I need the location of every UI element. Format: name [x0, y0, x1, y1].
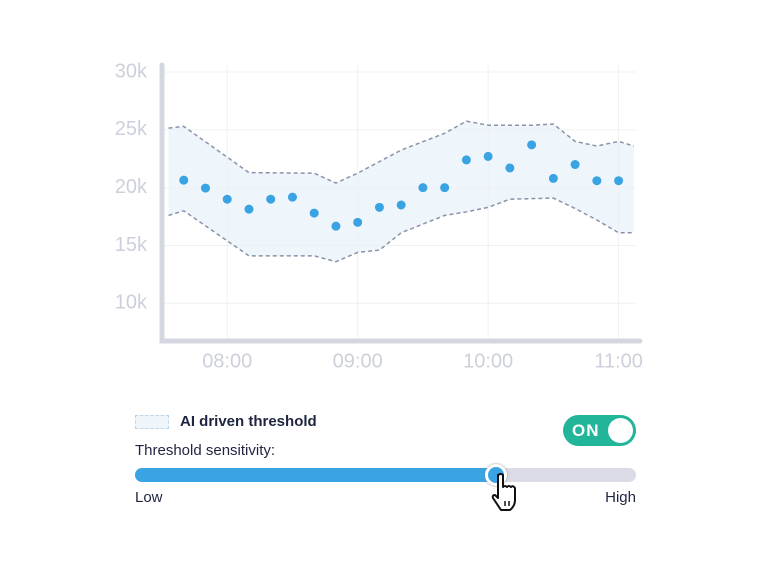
x-tick-label: 08:00 — [202, 350, 252, 372]
y-tick-label: 25k — [115, 118, 148, 140]
threshold-band-fill — [168, 121, 634, 262]
data-point — [440, 183, 450, 193]
threshold-line — [168, 120, 635, 184]
data-point — [461, 155, 471, 165]
chart: 10k 15k 20k 25k 30k 08:00 09:00 10:00 11:00 — [115, 60, 643, 372]
slider-max-label: High — [605, 489, 636, 506]
legend-swatch — [135, 415, 169, 429]
data-point — [396, 200, 406, 210]
data-point — [222, 194, 232, 204]
data-point — [353, 217, 363, 227]
toggle-knob — [608, 418, 633, 443]
data-point — [179, 175, 189, 185]
data-point — [592, 176, 602, 186]
data-point — [374, 202, 384, 212]
x-tick-label: 10:00 — [463, 350, 513, 372]
data-point — [505, 163, 515, 173]
y-tick-label: 30k — [115, 60, 148, 82]
slider-label: Threshold sensitivity: — [135, 442, 276, 459]
data-point — [266, 194, 276, 204]
axis-line — [159, 62, 643, 344]
data-point — [309, 208, 319, 218]
cursor-icon — [491, 473, 516, 511]
toggle-label: ON — [572, 421, 600, 440]
data-point — [418, 183, 428, 193]
data-point — [527, 140, 537, 150]
y-tick-label: 20k — [115, 176, 148, 198]
data-point — [287, 192, 297, 202]
data-point — [570, 160, 580, 170]
y-tick-label: 10k — [115, 292, 148, 314]
data-point — [200, 183, 210, 193]
data-point — [548, 173, 558, 183]
data-point — [614, 176, 624, 186]
data-point — [331, 221, 341, 231]
x-tick-label: 09:00 — [333, 350, 383, 372]
toggle[interactable]: ON — [563, 415, 636, 446]
data-point — [483, 151, 493, 161]
slider-min-label: Low — [135, 489, 163, 506]
legend-label: AI driven threshold — [180, 413, 317, 430]
slider-track[interactable] — [135, 464, 636, 486]
slider-fill — [135, 468, 496, 482]
y-tick-label: 15k — [115, 234, 148, 256]
x-tick-label: 11:00 — [594, 350, 643, 372]
data-point — [244, 204, 254, 214]
threshold-line — [168, 197, 634, 263]
